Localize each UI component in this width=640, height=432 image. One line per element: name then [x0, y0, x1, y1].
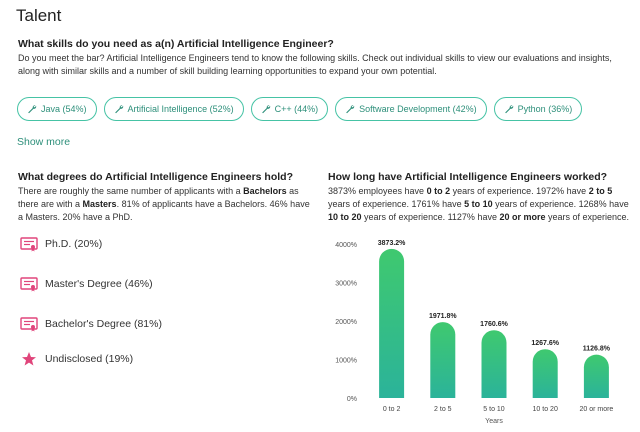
x-tick-label: 5 to 10 [483, 406, 505, 413]
degree-label: Ph.D. (20%) [45, 238, 103, 250]
skill-chip-cpp[interactable]: C++ (44%) [250, 97, 329, 121]
skill-chip-label: Artificial Intelligence (52%) [127, 104, 234, 114]
y-tick-label: 2000% [335, 319, 357, 326]
bar-data-label: 1126.8% [583, 346, 611, 353]
degree-item-bachelors: Bachelor's Degree (81%) [20, 316, 162, 332]
section-title: Talent [16, 6, 62, 25]
experience-desc-bold: 0 to 2 [426, 186, 451, 196]
degree-label: Master's Degree (46%) [45, 278, 153, 290]
bar-data-label: 3873.2% [378, 240, 406, 247]
degree-item-phd: Ph.D. (20%) [20, 236, 102, 252]
chart-bar [379, 248, 405, 398]
skill-chip-artificial-intelligence[interactable]: Artificial Intelligence (52%) [103, 97, 244, 121]
experience-desc-text: years of experience. 1761% have [328, 199, 465, 210]
experience-question: How long have Artificial Intelligence En… [328, 171, 608, 183]
certificate-icon [20, 276, 38, 292]
experience-desc-bold: 5 to 10 [464, 199, 493, 210]
experience-description: 3873% employees have 0 to 2 years of exp… [328, 185, 632, 224]
experience-desc-text: years of experience. 1972% have [450, 186, 589, 196]
skill-chip-java[interactable]: Java (54%) [17, 97, 97, 121]
x-axis-label: Years [485, 418, 503, 425]
degree-label: Bachelor's Degree (81%) [45, 318, 162, 330]
bar-data-label: 1267.6% [531, 340, 559, 347]
degrees-desc-text: . 81% of applicants have a Bachelors. 46… [18, 199, 310, 223]
degree-label: Undisclosed (19%) [45, 353, 134, 365]
y-tick-label: 3000% [335, 281, 357, 288]
experience-desc-bold: 20 or more [499, 212, 546, 223]
skills-description: Do you meet the bar? Artificial Intellig… [18, 53, 612, 77]
chart-bar [481, 330, 507, 398]
wrench-icon [504, 105, 513, 114]
experience-bar-chart: 0% 1000% 2000% 3000% 4000% 3873.2% 0 to 2 1971.… [335, 240, 613, 425]
skills-chip-row: Java (54%) Artificial Intelligence (52%)… [17, 97, 583, 121]
certificate-icon [20, 236, 38, 252]
skill-chip-label: Software Development (42%) [359, 104, 477, 114]
experience-desc-bold: 2 to 5 [588, 186, 613, 196]
chart-bar [430, 322, 456, 398]
x-tick-label: 10 to 20 [533, 406, 558, 413]
wrench-icon [114, 105, 123, 114]
experience-desc-text: years of experience. [545, 212, 630, 223]
degrees-desc-text: There are roughly the same number of app… [18, 186, 244, 196]
bar-data-label: 1760.6% [480, 321, 508, 328]
degrees-desc-bold: Bachelors [243, 186, 287, 196]
y-tick-label: 0% [347, 396, 357, 403]
y-tick-label: 1000% [335, 358, 357, 365]
degrees-desc-text: as there are with a [18, 186, 299, 210]
x-tick-label: 0 to 2 [383, 406, 401, 413]
show-more-link[interactable]: Show more [17, 136, 71, 148]
star-icon [20, 351, 38, 367]
degree-item-masters: Master's Degree (46%) [20, 276, 153, 292]
wrench-icon [346, 105, 355, 114]
chart-bar [583, 354, 609, 398]
skill-chip-python[interactable]: Python (36%) [493, 97, 583, 121]
skill-chip-software-development[interactable]: Software Development (42%) [335, 97, 487, 121]
experience-desc-text: years of experience. 1268% have [492, 199, 629, 210]
bar-data-label: 1971.8% [429, 313, 457, 320]
x-tick-label: 2 to 5 [434, 406, 452, 413]
skill-chip-label: C++ (44%) [274, 104, 319, 114]
y-tick-label: 4000% [335, 242, 357, 249]
certificate-icon [20, 316, 38, 332]
degrees-question: What degrees do Artificial Intelligence … [18, 171, 293, 183]
skill-chip-label: Python (36%) [517, 104, 573, 114]
experience-desc-text: years of experience. 1127% have [361, 212, 500, 223]
degrees-description: There are roughly the same number of app… [18, 185, 314, 224]
wrench-icon [28, 105, 37, 114]
skill-chip-label: Java (54%) [41, 104, 87, 114]
chart-bar [532, 349, 558, 398]
degree-item-undisclosed: Undisclosed (19%) [20, 351, 133, 367]
x-tick-label: 20 or more [579, 406, 613, 413]
skills-question: What skills do you need as a(n) Artifici… [18, 38, 334, 50]
wrench-icon [261, 105, 270, 114]
degrees-desc-bold: Masters [82, 199, 117, 210]
experience-desc-text: 3873% employees have [328, 186, 427, 196]
experience-desc-bold: 10 to 20 [328, 212, 362, 223]
